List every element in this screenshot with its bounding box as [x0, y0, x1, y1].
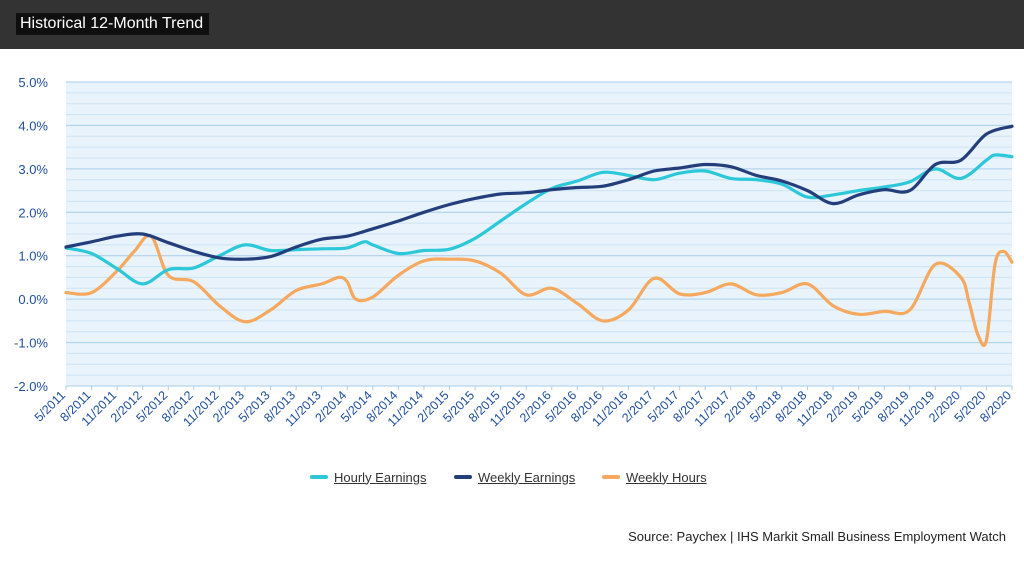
- gridlines: [65, 81, 1013, 390]
- legend-item-weekly-hours[interactable]: Weekly Hours: [602, 466, 707, 488]
- header-bar: Historical 12-Month Trend: [0, 0, 1024, 49]
- legend: Hourly Earnings Weekly Earnings Weekly H…: [0, 466, 1024, 488]
- legend-label: Weekly Earnings: [478, 469, 576, 485]
- x-axis-labels: 5/20118/201111/20112/20125/20128/201211/…: [32, 388, 1014, 429]
- legend-item-hourly-earnings[interactable]: Hourly Earnings: [310, 466, 427, 488]
- source-note: Source: Paychex | IHS Markit Small Busin…: [628, 529, 1006, 544]
- y-axis-labels: 5.0% 4.0% 3.0% 2.0% 1.0% 0.0% -1.0% -2.0%: [14, 75, 48, 394]
- page-title: Historical 12-Month Trend: [16, 13, 210, 35]
- y-tick-label: 0.0%: [18, 292, 48, 307]
- legend-swatch-weekly-earnings: [454, 475, 472, 479]
- y-tick-label: -1.0%: [14, 336, 48, 351]
- legend-label: Hourly Earnings: [334, 469, 427, 485]
- y-tick-label: 3.0%: [18, 162, 48, 177]
- y-tick-label: 2.0%: [18, 205, 48, 220]
- series-line-weekly-earnings: [64, 124, 1014, 261]
- y-tick-label: 1.0%: [18, 249, 48, 264]
- series-line-weekly-hours: [64, 233, 1014, 347]
- y-tick-label: 5.0%: [18, 75, 48, 90]
- series-line-hourly-earnings: [64, 153, 1014, 286]
- legend-swatch-weekly-hours: [602, 475, 620, 479]
- legend-swatch-hourly: [310, 475, 328, 479]
- y-tick-label: -2.0%: [14, 379, 48, 394]
- legend-label: Weekly Hours: [626, 469, 707, 485]
- legend-item-weekly-earnings[interactable]: Weekly Earnings: [454, 466, 575, 488]
- y-tick-label: 4.0%: [18, 118, 48, 133]
- series-lines: [64, 124, 1014, 347]
